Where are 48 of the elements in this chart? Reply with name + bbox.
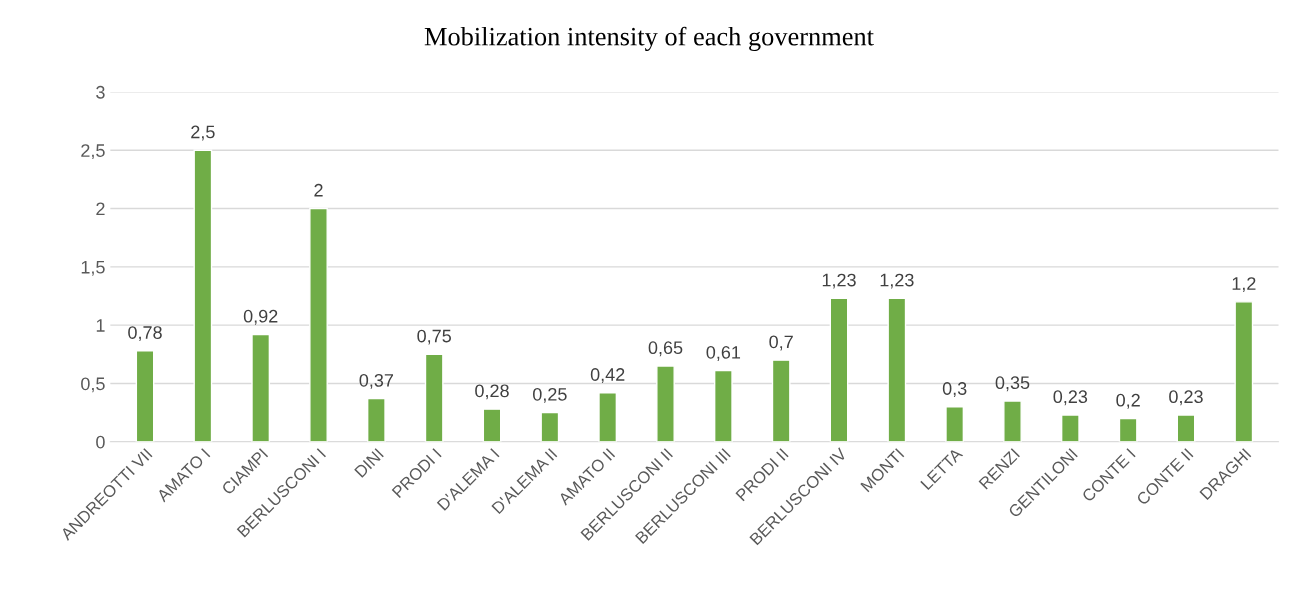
data-label: 0,35: [995, 376, 1030, 392]
bar: [1060, 414, 1080, 442]
data-label: 0,42: [590, 368, 625, 384]
bar: [1234, 301, 1254, 442]
bar: [366, 397, 386, 442]
y-tick-label: 0,5: [81, 377, 105, 393]
chart-title: Mobilization intensity of each government: [424, 26, 874, 51]
data-label: 1,23: [822, 273, 856, 289]
data-label: 1,2: [1232, 277, 1256, 293]
bar: [887, 297, 907, 442]
y-tick-label: 2,5: [81, 144, 105, 160]
data-label: 0,37: [359, 373, 394, 389]
bar: [771, 359, 791, 442]
bar: [482, 408, 502, 442]
y-tick-label: 0: [96, 435, 105, 449]
bar: [540, 411, 560, 442]
data-label: 2,5: [191, 125, 215, 141]
data-label: 0,23: [1169, 390, 1203, 406]
bar: [656, 365, 675, 442]
bar: [1176, 414, 1196, 442]
bar: [1003, 400, 1022, 442]
bar: [309, 207, 328, 442]
data-label: 1,23: [880, 273, 914, 289]
data-label: 0,25: [532, 387, 567, 403]
data-label: 0,7: [769, 335, 793, 351]
bar: [193, 149, 213, 442]
bar: [945, 406, 965, 442]
data-label: 0,61: [706, 345, 741, 361]
y-tick-label: 1: [96, 319, 105, 332]
bar: [829, 297, 849, 442]
y-tick-label: 1,5: [81, 260, 105, 276]
data-label: 0,2: [1116, 393, 1140, 409]
bar: [135, 350, 155, 442]
data-label: 0,75: [417, 329, 451, 345]
bar: [1118, 417, 1138, 442]
data-label: 0,78: [128, 326, 162, 342]
bar: [713, 369, 733, 442]
bar: [424, 353, 444, 442]
data-label: 0,28: [475, 384, 509, 400]
data-label: 0,92: [243, 309, 278, 325]
data-label: 0,3: [942, 382, 967, 398]
data-label: 2: [314, 183, 323, 197]
y-tick-label: 3: [96, 85, 105, 99]
bar: [251, 333, 271, 442]
y-tick-label: 2: [96, 202, 105, 216]
data-label: 0,23: [1053, 390, 1088, 406]
bar: [598, 392, 618, 442]
data-label: 0,65: [648, 341, 683, 357]
